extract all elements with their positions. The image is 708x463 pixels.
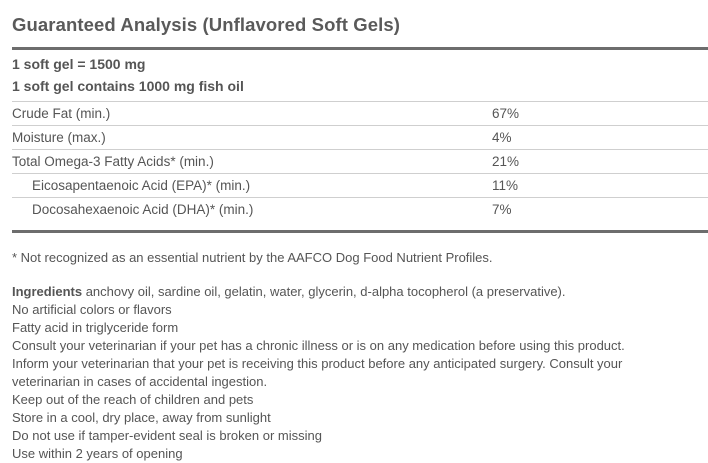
aafco-footnote: * Not recognized as an essential nutrien… — [12, 250, 493, 265]
note-line: Inform your veterinarian that your pet i… — [12, 356, 623, 371]
table-row: Total Omega-3 Fatty Acids* (min.) 21% — [12, 149, 708, 173]
bottom-divider — [12, 230, 708, 233]
top-divider — [12, 47, 708, 50]
table-row: Moisture (max.) 4% — [12, 125, 708, 149]
nutrient-value: 67% — [492, 106, 520, 121]
table-row: Docosahexaenoic Acid (DHA)* (min.) 7% — [12, 197, 708, 221]
section-title: Guaranteed Analysis (Unflavored Soft Gel… — [12, 14, 400, 35]
nutrient-value: 7% — [492, 202, 512, 217]
ingredients-label: Ingredients — [12, 284, 83, 299]
nutrient-name: Moisture (max.) — [12, 130, 106, 145]
note-line: Fatty acid in triglyceride form — [12, 320, 179, 335]
table-row: Eicosapentaenoic Acid (EPA)* (min.) 11% — [12, 173, 708, 197]
serving-fish-oil: 1 soft gel contains 1000 mg fish oil — [12, 78, 244, 94]
ingredients-line: Ingredients anchovy oil, sardine oil, ge… — [12, 283, 708, 301]
nutrient-value: 4% — [492, 130, 512, 145]
nutrient-value: 11% — [492, 178, 519, 193]
nutrient-name: Eicosapentaenoic Acid (EPA)* (min.) — [32, 178, 251, 193]
serving-size: 1 soft gel = 1500 mg — [12, 56, 146, 72]
ingredients-text: anchovy oil, sardine oil, gelatin, water… — [82, 284, 566, 299]
nutrient-value: 21% — [492, 154, 520, 169]
note-line: Consult your veterinarian if your pet ha… — [12, 338, 625, 353]
nutrient-name: Crude Fat (min.) — [12, 106, 111, 121]
note-line: Keep out of the reach of children and pe… — [12, 392, 254, 407]
note-line: veterinarian in cases of accidental inge… — [12, 374, 268, 389]
analysis-table: Crude Fat (min.) 67% Moisture (max.) 4% … — [12, 101, 708, 221]
note-line: Store in a cool, dry place, away from su… — [12, 410, 271, 425]
nutrient-name: Docosahexaenoic Acid (DHA)* (min.) — [32, 202, 254, 217]
nutrient-name: Total Omega-3 Fatty Acids* (min.) — [12, 154, 214, 169]
note-line: Use within 2 years of opening — [12, 446, 183, 461]
product-notes: Ingredients anchovy oil, sardine oil, ge… — [12, 283, 708, 463]
table-row: Crude Fat (min.) 67% — [12, 101, 708, 125]
note-line: Do not use if tamper-evident seal is bro… — [12, 428, 322, 443]
note-line: No artificial colors or flavors — [12, 302, 172, 317]
